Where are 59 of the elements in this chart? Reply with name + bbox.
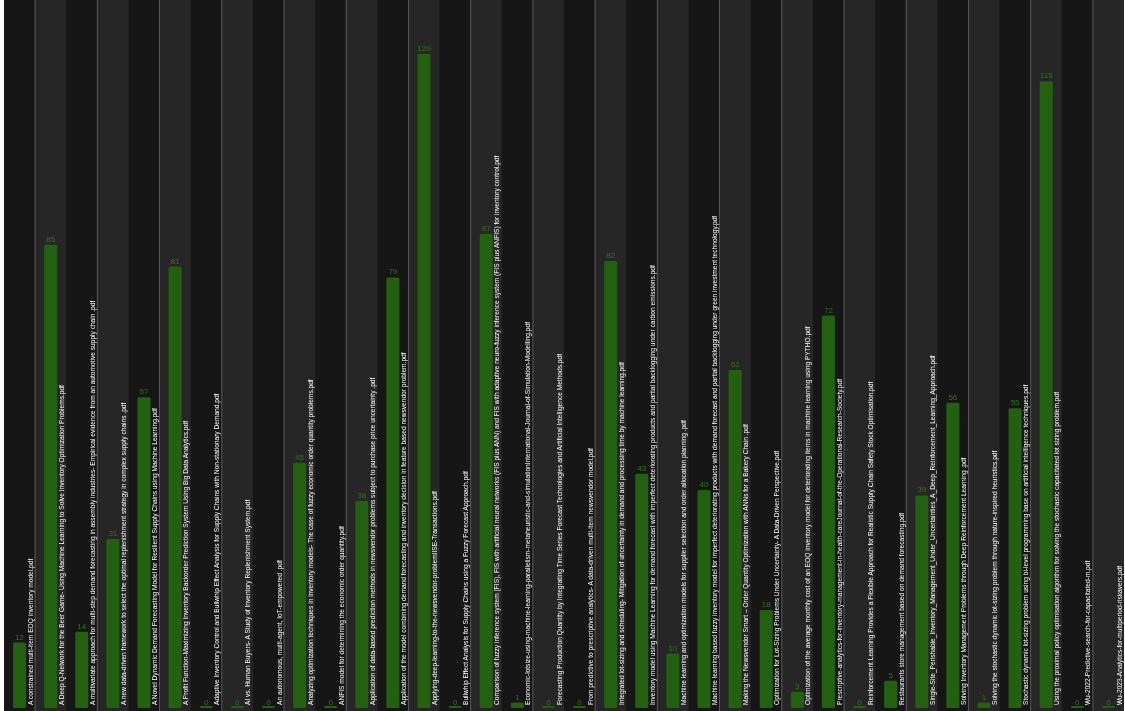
data-label: 120 — [417, 44, 432, 53]
bar — [946, 402, 960, 708]
data-label: 0 — [204, 698, 209, 707]
data-label: 62 — [730, 360, 741, 370]
bar — [1008, 408, 1022, 708]
bar — [13, 642, 27, 708]
bar — [728, 370, 742, 708]
data-label: 31 — [108, 529, 118, 539]
data-label: 57 — [139, 387, 149, 397]
bar — [821, 315, 835, 708]
bar — [106, 539, 120, 708]
data-label: 81 — [170, 256, 181, 266]
data-label: 85 — [46, 234, 56, 244]
bar — [915, 495, 929, 708]
bar — [977, 702, 991, 708]
data-label: 0 — [328, 698, 334, 707]
bar — [293, 462, 307, 708]
data-label: 40 — [699, 480, 709, 489]
bar — [604, 261, 618, 708]
data-label: 1 — [981, 692, 987, 702]
data-label: 10 — [668, 643, 678, 653]
data-label: 0 — [452, 698, 458, 707]
data-label: 43 — [637, 463, 647, 473]
data-label: 82 — [606, 251, 616, 261]
bar — [666, 653, 680, 708]
data-label: 0 — [266, 698, 272, 707]
bar — [137, 397, 151, 708]
bar — [44, 244, 58, 708]
data-label: 18 — [761, 599, 772, 609]
bar — [635, 473, 649, 708]
bar — [417, 54, 431, 708]
data-label: 72 — [823, 305, 834, 315]
bar — [697, 490, 711, 708]
data-label: 115 — [1039, 71, 1054, 81]
bar — [1039, 81, 1053, 708]
bar — [386, 277, 400, 708]
data-label: 55 — [1010, 398, 1021, 408]
data-label: 45 — [295, 452, 305, 462]
data-label: 0 — [577, 698, 583, 707]
bar — [168, 266, 182, 708]
bar — [355, 500, 369, 708]
data-label: 0 — [235, 698, 241, 707]
bar — [884, 680, 898, 708]
data-label: 5 — [888, 670, 894, 680]
data-label: 3 — [795, 681, 801, 691]
data-label: 12 — [15, 632, 25, 642]
bar — [790, 691, 804, 708]
bar — [759, 609, 773, 708]
data-label: 0 — [1075, 698, 1081, 707]
data-label: 1 — [515, 692, 521, 702]
data-label: 39 — [917, 485, 927, 495]
data-label: 87 — [481, 223, 492, 233]
data-label: 14 — [77, 621, 87, 631]
bar — [510, 702, 524, 708]
data-label: 56 — [948, 392, 958, 402]
data-label: 79 — [388, 267, 398, 277]
data-label: 38 — [357, 490, 367, 500]
bar — [479, 233, 493, 708]
bar — [75, 631, 89, 708]
